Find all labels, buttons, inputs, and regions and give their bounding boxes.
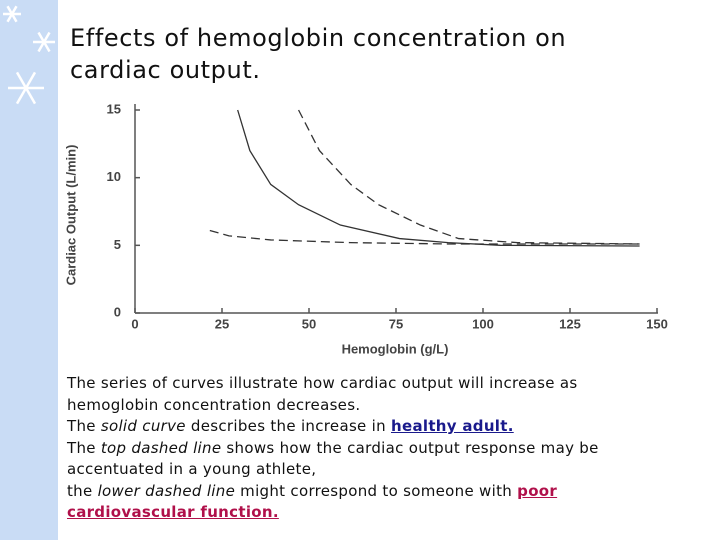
- x-tick-label: 50: [302, 316, 316, 331]
- x-tick-label: 0: [131, 316, 138, 331]
- text: The: [67, 438, 101, 457]
- text: might correspond to someone with: [235, 481, 518, 500]
- paragraph: The series of curves illustrate how card…: [67, 373, 667, 416]
- y-tick-label: 0: [114, 304, 121, 319]
- link[interactable]: healthy adult.: [391, 417, 514, 435]
- x-tick-label: 125: [559, 316, 581, 331]
- curve: [297, 109, 640, 245]
- text: the: [67, 481, 98, 500]
- description: The series of curves illustrate how card…: [67, 373, 667, 524]
- paragraph: The top dashed line shows how the cardia…: [67, 438, 667, 481]
- curve: [209, 229, 640, 245]
- text: The: [67, 417, 101, 435]
- text: describes the increase in: [185, 417, 391, 435]
- link[interactable]: poor cardiovascular function.: [67, 481, 558, 522]
- paragraph: The solid curve describes the increase i…: [67, 416, 667, 438]
- x-axis-label: Hemoglobin (g/L): [342, 341, 449, 356]
- x-tick-label: 100: [472, 316, 494, 331]
- snowflakes: [3, 5, 55, 105]
- y-axis-label: Cardiac Output (L/min): [63, 145, 78, 286]
- y-tick-label: 15: [107, 101, 121, 116]
- paragraph: the lower dashed line might correspond t…: [67, 481, 667, 524]
- y-tick-label: 5: [114, 237, 121, 252]
- side-strip: [0, 0, 58, 540]
- x-tick-label: 25: [215, 316, 229, 331]
- text: The series of curves illustrate how card…: [67, 374, 578, 414]
- title: Effects of hemoglobin concentration on c…: [70, 24, 567, 84]
- italic-text: lower dashed line: [97, 481, 236, 500]
- y-tick-label: 10: [107, 169, 121, 184]
- x-tick-label: 75: [389, 316, 403, 331]
- text: shows how the cardiac output response ma…: [67, 438, 599, 479]
- italic-text: top dashed line: [100, 438, 222, 457]
- x-tick-label: 150: [646, 316, 668, 331]
- curve: [237, 109, 640, 247]
- italic-text: solid curve: [100, 417, 186, 435]
